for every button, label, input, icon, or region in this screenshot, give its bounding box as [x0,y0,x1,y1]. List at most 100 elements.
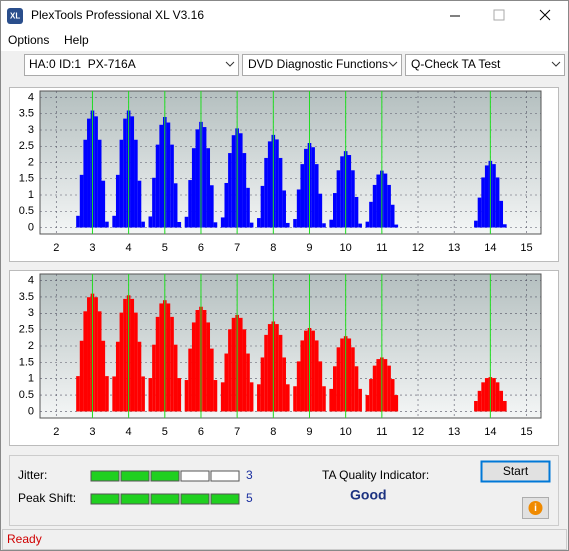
dropdown-box[interactable] [24,54,239,76]
x-tick-label: 14 [484,242,496,254]
y-tick-label: 1.5 [19,356,34,368]
dropdown-box[interactable] [242,54,402,76]
bar [484,165,489,228]
results-panel [9,455,559,526]
bar [141,221,145,228]
test-dropdown[interactable]: Q-Check TA Test [405,54,565,76]
info-icon [528,501,543,515]
bar [76,215,80,228]
ta-value: Good [350,487,387,503]
bar [369,201,373,228]
bar [97,311,102,412]
bar [155,316,160,412]
bar [112,376,116,412]
bar [94,297,98,412]
bar [347,338,352,412]
bar [152,177,156,228]
level-led [90,470,120,482]
bar [503,400,507,412]
x-tick-label: 2 [53,426,59,438]
dropdown-text[interactable]: HA:0 ID:1 PX-716A [29,57,136,71]
y-tick-label: 1.5 [19,173,34,185]
bar [213,222,218,228]
bar [329,219,334,228]
bar [76,376,80,412]
bar [195,310,200,412]
info-icon-text: i [534,503,537,514]
bar [314,340,319,412]
y-tick-label: 2.5 [19,140,34,152]
start-button[interactable]: Start [480,460,551,483]
bar [260,357,265,412]
bar [354,366,359,412]
window-title: PlexTools Professional XL V3.16 [31,8,204,22]
bar [79,174,84,228]
bar [333,193,337,228]
bar [383,359,388,412]
bar [278,157,283,228]
bar [296,189,301,228]
bar [481,382,485,412]
x-tick-label: 12 [412,242,424,254]
level-led [150,493,180,505]
button-box[interactable] [480,460,551,483]
button-text[interactable]: Start [503,464,529,478]
dropdown-arrow [551,61,561,67]
x-tick-label: 11 [376,242,387,254]
y-tick-label: 3 [28,307,34,319]
bar [267,141,272,228]
y-tick-label: 4 [28,91,34,103]
dropdown-box[interactable] [405,54,565,76]
x-tick-label: 3 [89,242,95,254]
bar [285,222,290,228]
dropdown-text[interactable]: DVD Diagnostic Functions [248,57,388,71]
bar [213,380,218,412]
bar [130,116,135,228]
bar [264,334,268,412]
bar [333,366,337,412]
x-tick-label: 15 [520,426,532,438]
bar [115,174,120,228]
bar [282,190,286,228]
x-tick-label: 9 [306,426,312,438]
menu-item[interactable]: Help [64,33,89,47]
close-button[interactable] [539,9,551,21]
bar [191,322,196,412]
x-tick-label: 12 [412,426,424,438]
bar [242,153,247,228]
bar [101,180,106,228]
menu-item[interactable]: Options [8,33,49,47]
status-bar [2,529,567,550]
peak-shift-label: Peak Shift: [18,491,76,505]
bar [285,384,290,412]
x-tick-label: 13 [448,426,460,438]
bar [495,382,500,412]
bar [300,164,305,228]
bar [304,330,308,412]
bar [166,303,171,412]
maximize-button[interactable] [493,9,505,21]
bar [224,182,229,228]
y-tick-label: 2 [28,340,34,352]
level-led [150,470,180,482]
bar [141,376,145,412]
y-tick-label: 2.5 [19,324,34,336]
bar [137,180,142,228]
app-icon-text: XL [10,12,20,21]
drive-dropdown[interactable]: HA:0 ID:1 PX-716A [24,54,239,76]
menu-bar [1,30,568,51]
x-tick-label: 10 [340,242,352,254]
function-dropdown[interactable]: DVD Diagnostic Functions [242,54,402,76]
info-button[interactable]: i [522,497,549,519]
bar [202,310,207,412]
y-tick-label: 0 [28,221,34,233]
x-tick-label: 8 [270,242,276,254]
level-led [210,493,240,505]
dropdown-text[interactable]: Q-Check TA Test [411,57,501,71]
bar [105,221,109,228]
bar [340,156,344,228]
y-tick-label: 1 [28,189,34,201]
bar [206,322,211,412]
bar [394,395,399,412]
bar [365,221,370,228]
